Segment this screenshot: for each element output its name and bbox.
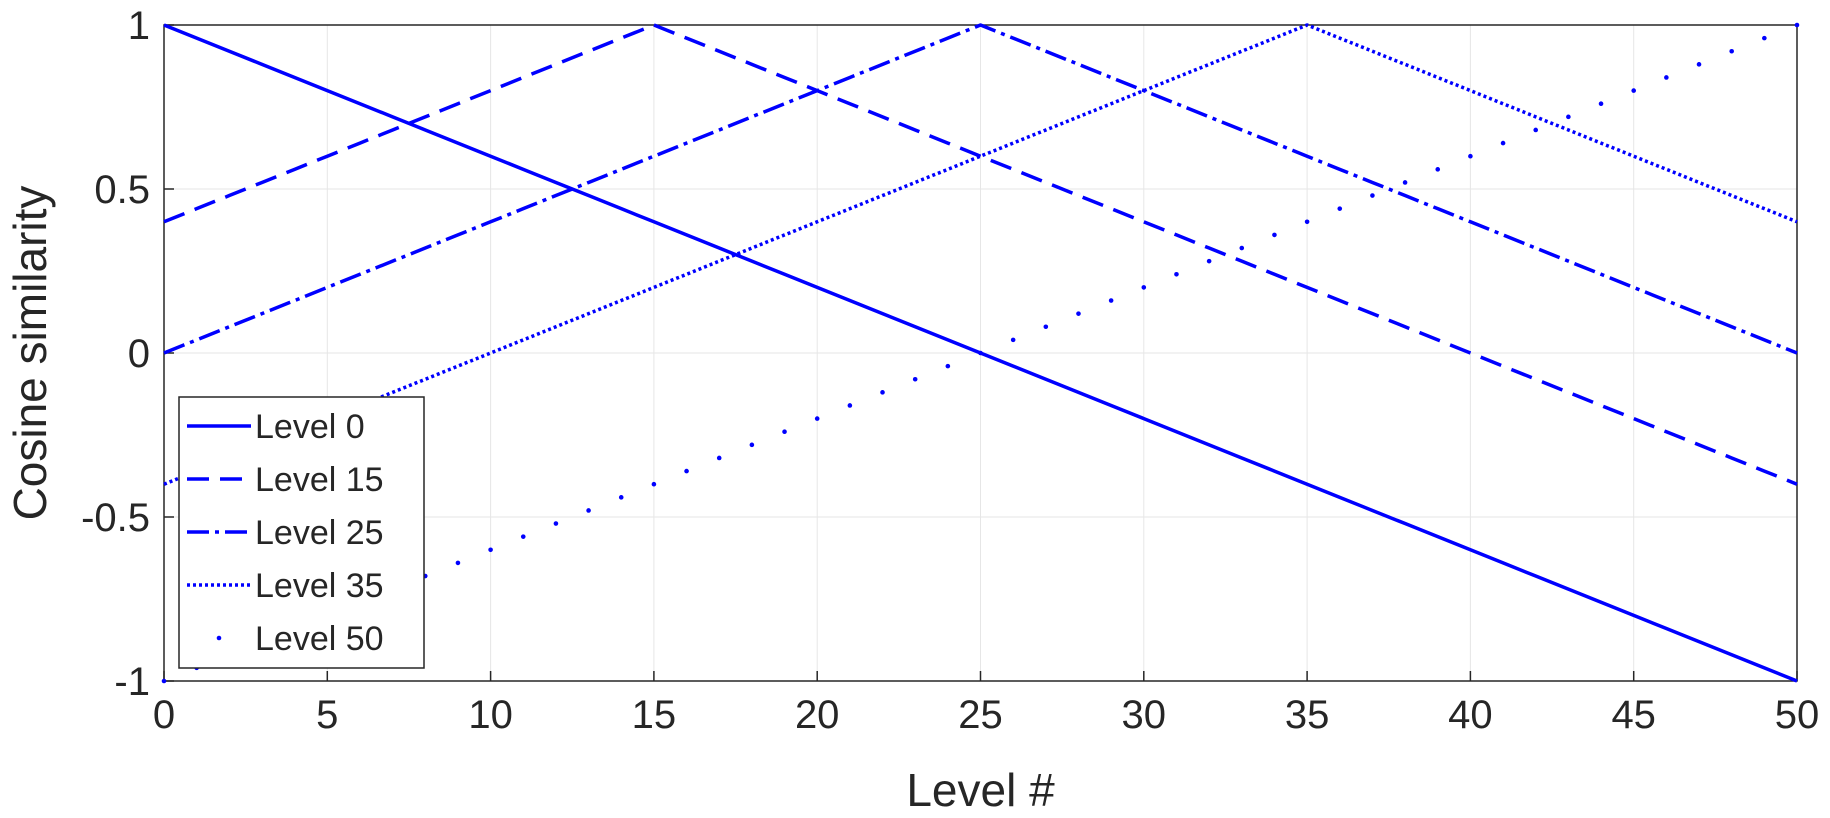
- data-point-level-50: [520, 534, 526, 539]
- legend-label-level-35: Level 35: [255, 567, 384, 605]
- series-layer: [161, 22, 1800, 684]
- data-point-level-50: [161, 678, 167, 684]
- data-point-level-50: [1500, 140, 1506, 146]
- data-point-level-50: [1631, 88, 1636, 93]
- data-point-level-50: [847, 403, 853, 408]
- data-point-level-50: [880, 390, 885, 395]
- data-point-level-50: [1696, 62, 1702, 67]
- legend-label-level-15: Level 15: [255, 461, 384, 499]
- legend-label-level-50: Level 50: [255, 620, 384, 658]
- x-tick-label: 5: [316, 693, 338, 737]
- y-tick-label: 0: [128, 332, 150, 376]
- y-tick-label: 1: [128, 4, 150, 48]
- x-tick-label: 45: [1611, 693, 1656, 737]
- data-point-level-50: [1174, 271, 1179, 277]
- data-point-level-50: [651, 481, 657, 487]
- data-point-level-50: [1402, 180, 1408, 185]
- data-point-level-50: [1141, 285, 1147, 290]
- data-point-level-50: [1010, 337, 1016, 343]
- data-point-level-50: [1043, 324, 1049, 330]
- data-point-level-50: [782, 429, 787, 435]
- series-level-15: [163, 23, 1798, 486]
- data-point-level-50: [1598, 101, 1604, 107]
- x-axis-ticks: 0 5 10 15 20 25 30 35 40 45 50: [153, 671, 1819, 737]
- data-point-level-50: [1794, 22, 1800, 28]
- x-tick-label: 40: [1448, 693, 1493, 737]
- series-level-25: [163, 23, 1798, 355]
- legend-swatch-level-50: [216, 635, 222, 641]
- data-point-level-50: [1533, 127, 1539, 133]
- x-tick-label: 25: [958, 693, 1003, 737]
- data-point-level-50: [553, 521, 559, 526]
- legend-box: [178, 396, 425, 669]
- data-point-level-50: [1272, 232, 1277, 238]
- x-tick-label: 10: [468, 693, 513, 737]
- series-line-level-35: [163, 23, 1798, 486]
- data-point-level-50: [1762, 35, 1767, 41]
- data-point-level-50: [978, 350, 983, 356]
- data-point-level-50: [488, 547, 493, 553]
- data-point-level-50: [684, 468, 689, 474]
- y-tick-label: -0.5: [81, 496, 150, 540]
- data-point-level-50: [716, 455, 722, 461]
- data-point-level-50: [1304, 219, 1310, 225]
- x-axis-label: Level #: [906, 764, 1055, 816]
- data-point-level-50: [1664, 75, 1669, 80]
- y-axis-ticks: -1 -0.5 0 0.5 1: [81, 4, 174, 704]
- y-axis-label: Cosine similarity: [4, 186, 56, 521]
- data-point-level-50: [749, 442, 755, 448]
- data-point-level-50: [945, 363, 951, 369]
- legend: Level 0 Level 15 Level 25 Level 35 Level 50: [178, 396, 425, 669]
- x-tick-label: 35: [1285, 693, 1330, 737]
- data-point-level-50: [1370, 193, 1375, 198]
- legend-label-level-0: Level 0: [255, 408, 365, 446]
- data-point-level-50: [1729, 48, 1734, 54]
- data-point-level-50: [912, 376, 918, 382]
- data-point-level-50: [618, 495, 624, 500]
- data-point-level-50: [1206, 258, 1212, 264]
- data-point-level-50: [1337, 206, 1343, 211]
- x-tick-label: 0: [153, 693, 175, 737]
- x-tick-label: 50: [1775, 693, 1820, 737]
- series-line-level-15: [163, 23, 1798, 486]
- x-tick-label: 15: [632, 693, 677, 737]
- data-point-level-50: [1239, 245, 1245, 251]
- legend-label-level-25: Level 25: [255, 514, 384, 552]
- x-tick-label: 20: [795, 693, 840, 737]
- data-point-level-50: [814, 416, 820, 421]
- data-point-level-50: [1435, 167, 1441, 172]
- y-tick-label: -1: [114, 660, 150, 704]
- data-point-level-50: [455, 560, 461, 566]
- data-point-level-50: [586, 508, 591, 513]
- series-line-level-25: [163, 23, 1798, 355]
- data-point-level-50: [1108, 298, 1114, 303]
- data-point-level-50: [1076, 311, 1081, 316]
- data-point-level-50: [1566, 114, 1571, 120]
- y-tick-label: 0.5: [94, 168, 150, 212]
- series-level-35: [163, 23, 1798, 486]
- data-point-level-50: [1468, 153, 1473, 159]
- x-tick-label: 30: [1122, 693, 1167, 737]
